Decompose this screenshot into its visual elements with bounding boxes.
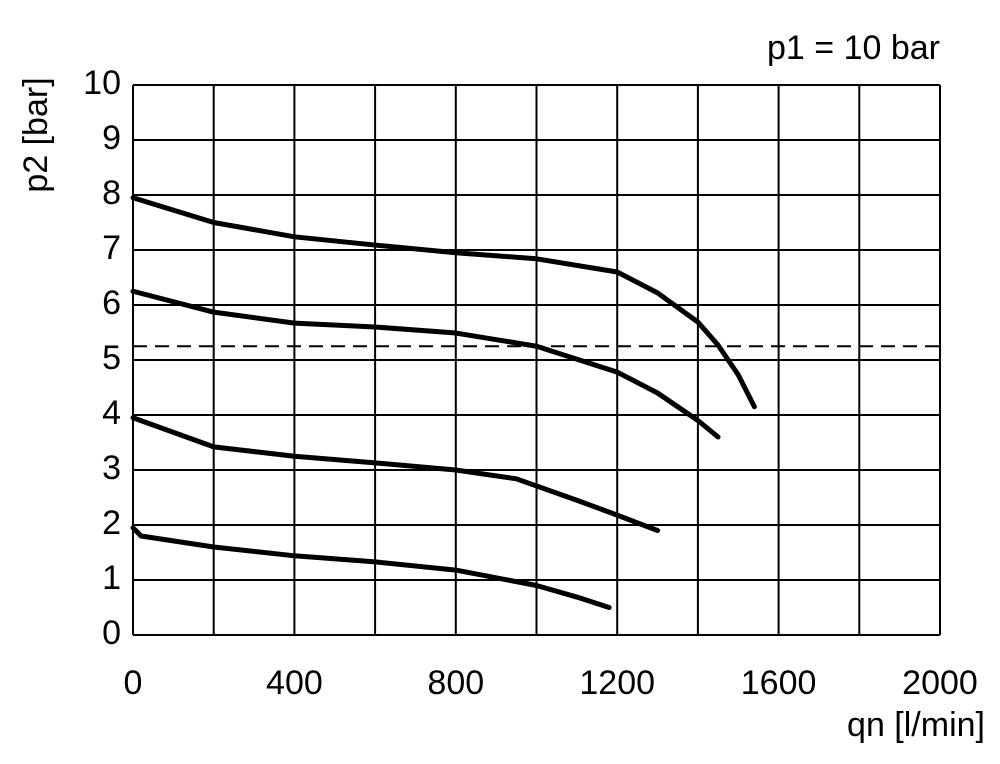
y-tick-label: 4	[102, 394, 121, 432]
y-axis-label: p2 [bar]	[17, 77, 55, 192]
series-line	[130, 525, 612, 610]
y-tick-label: 10	[83, 64, 121, 102]
y-tick-label: 3	[102, 449, 121, 487]
y-tick-label: 9	[102, 119, 121, 157]
series-line	[130, 195, 757, 410]
y-tick-label: 5	[102, 339, 121, 377]
y-tick-label: 1	[102, 559, 121, 597]
x-tick-label: 1200	[579, 664, 655, 702]
y-tick-label: 0	[102, 614, 121, 652]
series-line	[130, 415, 661, 533]
x-tick-label: 800	[427, 664, 484, 702]
annotation: p1 = 10 bar	[767, 29, 940, 67]
x-tick-label: 400	[266, 664, 323, 702]
y-tick-label: 6	[102, 284, 121, 322]
x-tick-label: 2000	[902, 664, 978, 702]
x-tick-label: 1600	[741, 664, 817, 702]
x-tick-label: 0	[124, 664, 143, 702]
y-tick-label: 2	[102, 504, 121, 542]
y-tick-label: 7	[102, 229, 121, 267]
y-tick-label: 8	[102, 174, 121, 212]
series-line	[130, 288, 721, 440]
x-axis-label: qn [l/min]	[847, 706, 985, 744]
